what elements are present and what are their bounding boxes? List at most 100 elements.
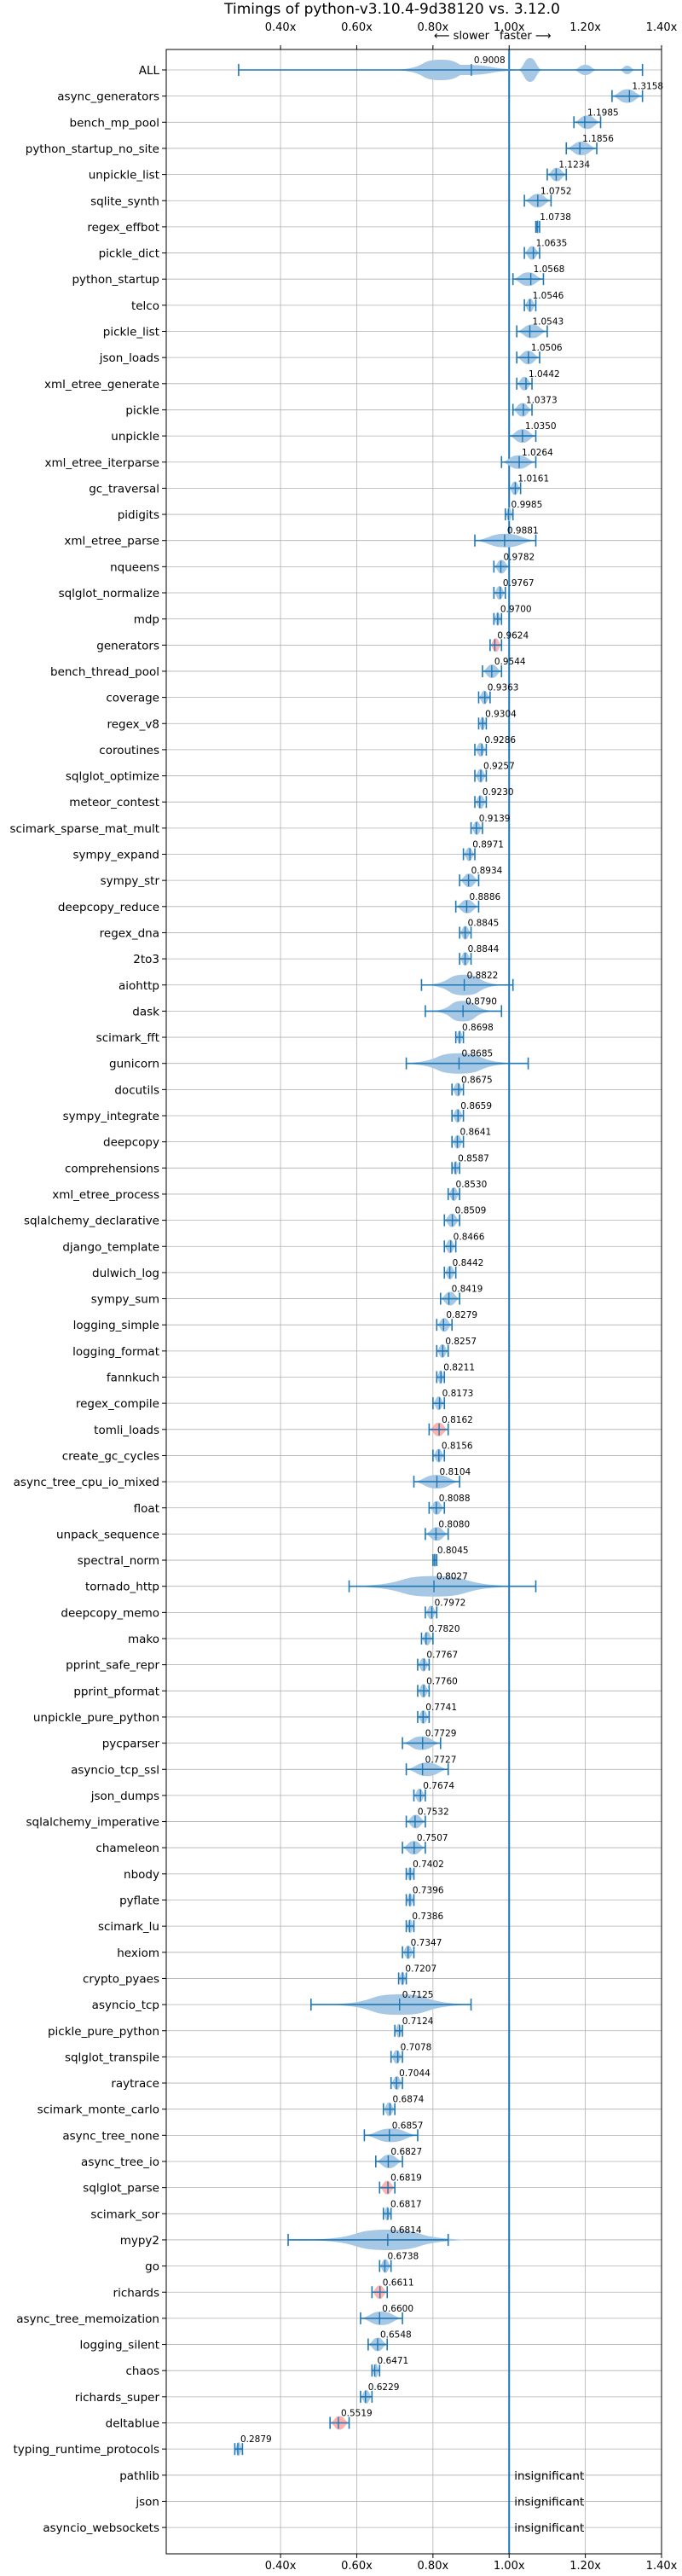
violin-mark [287,2229,470,2250]
violin-mark [379,2259,392,2273]
violin-mark [375,2155,403,2168]
x-tick-label-bottom: 1.40x [646,2560,678,2573]
benchmark-label: pyflate [119,1894,159,1908]
value-label: 1.0546 [533,291,564,301]
value-label: 0.6827 [390,2147,422,2157]
benchmark-label: pickle_dict [99,247,159,261]
insignificant-label: insignificant [514,2469,584,2483]
value-label: 0.8822 [467,971,499,981]
benchmark-label: json_loads [99,351,159,365]
benchmark-label: deepcopy_reduce [58,901,159,914]
value-label: 0.7674 [423,1781,454,1791]
value-label: 1.1985 [587,107,619,118]
violin-mark [443,1213,460,1227]
benchmark-label: regex_v8 [107,717,159,731]
value-label: 0.7386 [412,1912,443,1922]
benchmark-label: async_tree_cpu_io_mixed [14,1476,159,1489]
violin-mark [523,194,552,208]
violin-mark [382,2102,396,2116]
violin-mark [405,1814,426,1829]
violin-mark [512,272,545,287]
violin-mark [382,2207,392,2221]
violin-mark [474,533,537,548]
benchmark-label: sqlite_synth [90,194,159,208]
violin-mark [477,717,488,731]
value-label: 0.9985 [512,500,543,510]
violin-mark [462,847,476,862]
benchmark-label: comprehensions [65,1162,159,1175]
violin-mark [516,351,540,365]
violin-mark [504,508,514,522]
value-label: 0.6814 [390,2225,422,2236]
x-tick-label-bottom: 1.20x [569,2560,601,2573]
benchmark-label: pprint_pformat [73,1685,159,1698]
value-label: 0.8419 [452,1285,483,1295]
violin-mark [516,324,548,339]
violin-mark [447,1186,460,1201]
benchmark-label: scimark_sparse_mat_mult [10,822,159,836]
value-label: 0.2879 [240,2434,272,2445]
x-tick-label-bottom: 1.00x [494,2560,525,2573]
violin-mark [508,429,537,444]
benchmark-label: float [134,1502,159,1516]
violin-mark [417,1709,431,1724]
value-label: 0.9363 [488,683,519,693]
benchmark-label: sympy_integrate [63,1110,159,1123]
violin-mark [493,612,503,626]
benchmark-label: regex_dna [100,926,159,940]
value-label: 0.9881 [507,526,539,537]
value-label: 0.7729 [425,1729,457,1739]
value-label: 0.9782 [503,552,535,562]
violin-mark [405,1762,449,1777]
violin-mark [451,1082,465,1097]
benchmark-label: sqlalchemy_declarative [24,1215,159,1228]
benchmark-label: asyncio_websockets [43,2521,159,2535]
benchmark-label: scimark_lu [98,1920,159,1934]
benchmark-label: nbody [124,1868,159,1882]
benchmark-label: xml_etree_parse [64,535,159,548]
value-label: 0.7207 [405,1964,436,1974]
violin-mark [493,560,511,574]
chart-title: Timings of python-v3.10.4-9d38120 vs. 3.… [223,1,560,18]
value-label: 0.9624 [497,630,529,641]
value-label: 1.0161 [517,473,549,484]
value-label: 0.8971 [472,840,504,850]
value-label: 0.7741 [425,1703,457,1713]
violin-mark [371,2364,381,2378]
benchmark-label: typing_runtime_protocols [14,2443,160,2457]
benchmark-label: async_generators [57,90,159,104]
violin-mark [459,952,472,966]
insignificant-label: insignificant [514,2521,584,2535]
benchmark-label: sqlglot_optimize [66,770,159,784]
benchmark-label: sympy_expand [72,849,159,862]
value-label: 0.7125 [402,1990,434,2000]
benchmark-label: deltablue [106,2417,159,2431]
violin-mark [516,376,533,391]
violin-mark [238,58,644,82]
value-label: 0.7820 [429,1624,460,1634]
violin-mark [451,1134,465,1149]
benchmark-label: generators [96,639,159,653]
benchmark-label: bench_thread_pool [50,665,159,679]
value-label: 1.0264 [522,448,553,458]
benchmark-label: logging_simple [73,1319,159,1332]
violin-mark [402,1736,442,1750]
benchmark-label: tornado_http [85,1581,159,1594]
benchmark-label: pprint_safe_repr [66,1659,159,1673]
violin-mark [443,1265,457,1279]
value-label: 0.6819 [390,2173,422,2184]
value-label: 0.8790 [465,996,497,1007]
value-label: 0.9544 [494,657,526,667]
violin-mark [451,1161,460,1175]
benchmark-label: gunicorn [109,1058,159,1071]
violin-mark [436,1370,446,1384]
violin-mark [436,1343,449,1358]
violin-mark [470,821,483,835]
violin-mark [432,1448,446,1463]
value-label: 0.6229 [368,2382,400,2393]
benchmark-label: mdp [134,613,159,627]
benchmark-label: scimark_fft [96,1031,159,1045]
value-label: 0.8641 [459,1128,491,1138]
violin-mark [474,742,488,757]
